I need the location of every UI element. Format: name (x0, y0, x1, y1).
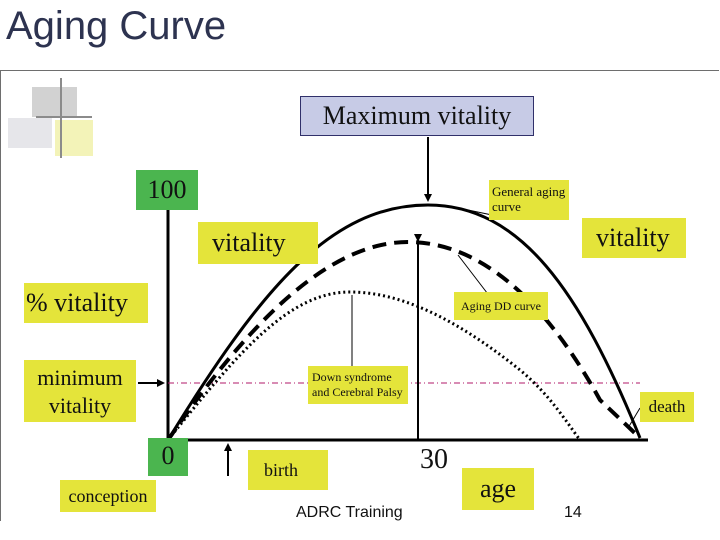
zero-label: 0 (161, 441, 175, 470)
pct-vitality-box: % vitality (24, 283, 148, 323)
death-box: death (640, 392, 694, 422)
slide-frame (0, 70, 719, 521)
thirty-label: 30 (420, 444, 448, 475)
conception-box: conception (60, 480, 156, 512)
birth-label: birth (264, 460, 298, 480)
pct-vitality-label: % vitality (26, 288, 128, 317)
decor-line-vertical (60, 78, 62, 158)
decor-square-gray (32, 87, 77, 117)
hundred-box: 100 (136, 170, 198, 210)
aging-dd-curve-label: Aging DD curve (461, 299, 541, 313)
zero-box: 0 (148, 438, 188, 476)
conception-label: conception (68, 486, 148, 506)
aging-dd-curve-box: Aging DD curve (454, 292, 548, 320)
general-curve-pointer (467, 209, 493, 216)
birth-box: birth (248, 450, 328, 490)
down-syndrome-label: Down syndrome and Cerebral Palsy (312, 370, 403, 399)
page-title: Aging Curve (6, 4, 227, 48)
aging-dd-curve (166, 239, 642, 442)
max-vitality-box: Maximum vitality (300, 96, 534, 136)
age-box: age (462, 468, 534, 510)
decor-line-horizontal (36, 116, 92, 118)
footer-title: ADRC Training (296, 504, 403, 521)
vitality-right-box: vitality (582, 218, 686, 258)
vitality-right-label: vitality (596, 223, 670, 252)
death-label: death (648, 397, 686, 416)
vitality-left-label: vitality (212, 228, 286, 257)
vitality-left-box: vitality (198, 222, 318, 264)
age-label: age (479, 474, 517, 503)
general-aging-curve-box: General aging curve (489, 180, 569, 220)
general-aging-curve-label: General aging curve (492, 184, 566, 214)
page-number: 14 (564, 504, 582, 521)
hundred-label: 100 (147, 175, 187, 204)
max-vitality-label: Maximum vitality (322, 101, 512, 130)
down-syndrome-box: Down syndrome and Cerebral Palsy (308, 366, 408, 404)
general-aging-curve (166, 203, 642, 441)
minimum-vitality-box: minimum vitality (24, 360, 136, 422)
death-pointer (627, 407, 641, 429)
decor-square-light (8, 118, 52, 148)
minimum-vitality-label: minimum vitality (37, 365, 123, 418)
